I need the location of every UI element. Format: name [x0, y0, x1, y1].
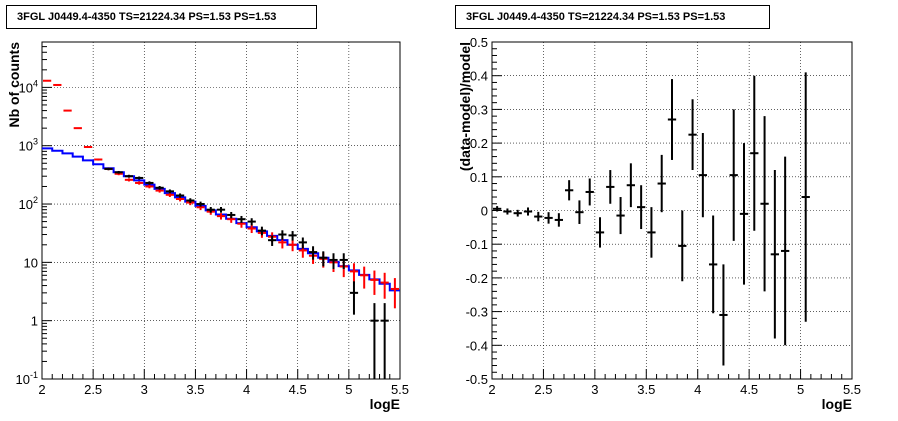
right-x-axis-label: logE	[822, 396, 852, 412]
right-y-tick-label: 0.5	[470, 35, 488, 50]
left-x-tick-label: 3	[141, 382, 148, 397]
left-x-tick-label: 2.5	[84, 382, 102, 397]
left-plot-frame	[41, 41, 401, 380]
left-x-tick-label: 4	[243, 382, 250, 397]
left-x-tick-label: 2	[38, 382, 45, 397]
left-x-tick-label: 5.5	[391, 382, 409, 397]
right-y-tick-label: 0.4	[470, 69, 488, 84]
right-y-tick-label: 0.1	[470, 170, 488, 185]
right-y-tick-label: 0.2	[470, 136, 488, 151]
left-x-tick-label: 4.5	[289, 382, 307, 397]
right-x-tick-label: 3.5	[637, 382, 655, 397]
left-y-tick-label: 103	[19, 137, 38, 154]
left-y-tick-label: 10-1	[16, 370, 38, 387]
left-x-tick-label: 5	[345, 382, 352, 397]
left-y-tick-label: 104	[19, 78, 38, 95]
right-x-tick-label: 3	[591, 382, 598, 397]
right-x-tick-label: 5	[797, 382, 804, 397]
left-y-tick-label: 10	[24, 255, 38, 270]
right-y-tick-label: -0.2	[466, 271, 488, 286]
right-y-tick-label: -0.1	[466, 237, 488, 252]
right-y-tick-label: -0.3	[466, 305, 488, 320]
right-y-tick-label: -0.5	[466, 372, 488, 387]
right-y-tick-label: 0.3	[470, 102, 488, 117]
left-y-tick-label: 102	[19, 195, 38, 212]
right-x-tick-label: 4.5	[740, 382, 758, 397]
left-plot-title: 3FGL J0449.4-4350 TS=21224.34 PS=1.53 PS…	[6, 5, 317, 29]
right-x-tick-label: 4	[694, 382, 701, 397]
right-x-tick-label: 5.5	[843, 382, 861, 397]
right-x-tick-label: 2	[488, 382, 495, 397]
right-x-tick-label: 2.5	[534, 382, 552, 397]
right-y-axis-label: (data-model)/model	[457, 42, 473, 171]
right-plot-title: 3FGL J0449.4-4350 TS=21224.34 PS=1.53 PS…	[455, 5, 770, 29]
left-y-tick-label: 1	[31, 314, 38, 329]
left-y-axis-label: Nb of counts	[6, 42, 22, 128]
left-x-tick-label: 3.5	[186, 382, 204, 397]
right-y-tick-label: 0	[481, 204, 488, 219]
left-x-axis-label: logE	[370, 396, 400, 412]
right-y-tick-label: -0.4	[466, 338, 488, 353]
